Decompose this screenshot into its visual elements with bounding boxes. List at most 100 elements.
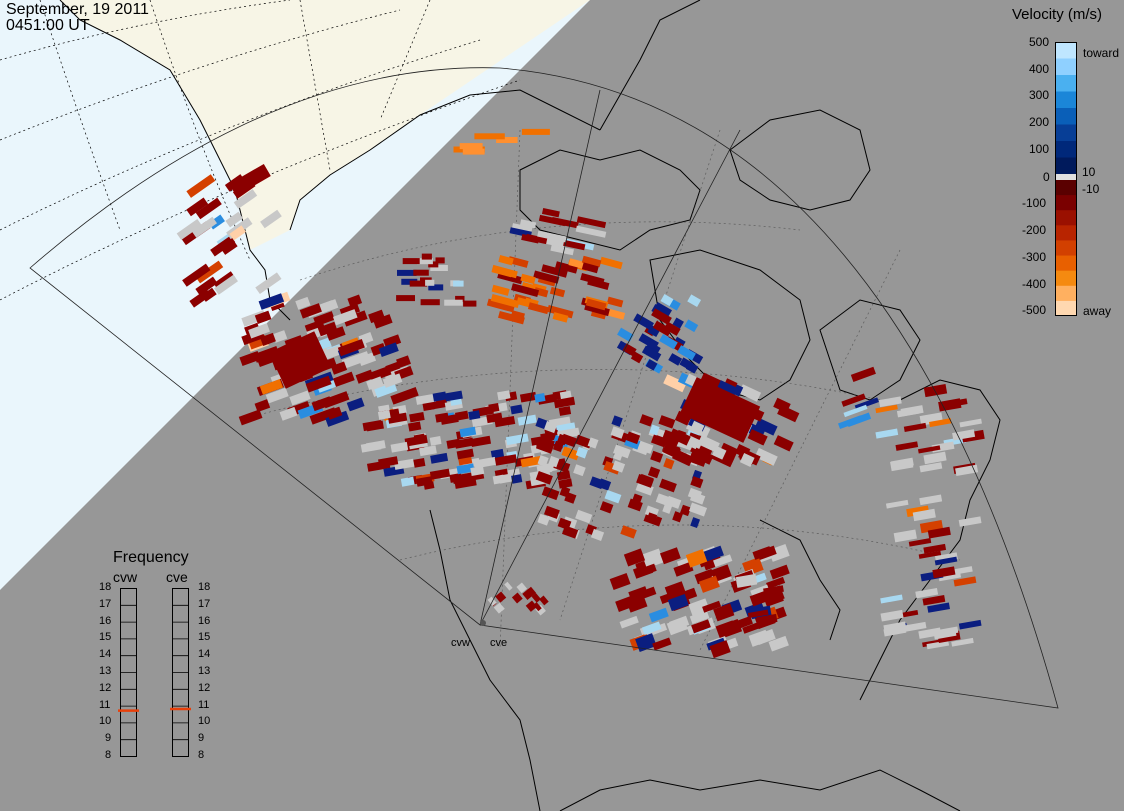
- velocity-tick: -200: [1022, 223, 1047, 237]
- velocity-cell: [429, 436, 442, 446]
- velocity-cell: [575, 446, 588, 459]
- velocity-cell: [397, 269, 417, 276]
- velocity-cell: [409, 280, 428, 287]
- velocity-cell: [698, 575, 720, 593]
- velocity-cell: [311, 396, 333, 412]
- color-bar-segment: [1055, 300, 1077, 316]
- velocity-cell: [473, 456, 497, 469]
- velocity-cell: [599, 501, 614, 514]
- velocity-cell: [691, 619, 711, 634]
- velocity-cell: [606, 296, 624, 308]
- velocity-cell: [233, 189, 258, 209]
- color-bar-segment: [1055, 108, 1077, 125]
- radar-sites: [480, 620, 486, 626]
- velocity-cell: [182, 263, 211, 287]
- frequency-tick-right: 17: [198, 597, 211, 610]
- velocity-cell: [610, 426, 625, 439]
- velocity-cell: [463, 300, 477, 307]
- velocity-cell: [537, 455, 549, 467]
- velocity-legend-title: Velocity (m/s): [1012, 6, 1103, 23]
- velocity-cell: [255, 272, 282, 295]
- velocity-cell: [702, 600, 722, 613]
- velocity-cell: [491, 284, 510, 296]
- velocity-cell: [490, 448, 505, 459]
- velocity-cell: [635, 633, 657, 652]
- velocity-cell: [254, 399, 271, 413]
- velocity-cell: [679, 357, 694, 371]
- velocity-cell: [846, 412, 872, 428]
- frequency-tick-right: 11: [198, 698, 210, 711]
- velocity-cell: [527, 586, 537, 597]
- frequency-column-cvw-label: cvw: [113, 569, 138, 585]
- velocity-cell: [374, 382, 398, 398]
- velocity-cell: [713, 554, 733, 568]
- color-bar-segment: [1055, 195, 1077, 211]
- velocity-cell: [754, 447, 778, 466]
- velocity-cell: [773, 435, 794, 452]
- velocity-cell: [430, 452, 449, 464]
- velocity-cell: [926, 640, 950, 650]
- color-bar-segment: [1055, 210, 1077, 226]
- velocity-cell: [459, 143, 483, 150]
- coastline-segment: [559, 769, 961, 811]
- velocity-cell: [748, 629, 770, 647]
- velocity-cell: [428, 284, 444, 291]
- velocity-cell: [519, 219, 537, 229]
- frequency-tick-right: 18: [198, 581, 211, 593]
- velocity-cell: [647, 324, 661, 337]
- velocity-cell: [922, 595, 946, 606]
- velocity-cell: [919, 494, 943, 506]
- coastline-segment: [429, 509, 541, 811]
- color-bar-segment: [1055, 174, 1077, 180]
- velocity-tick: 200: [1029, 115, 1050, 129]
- velocity-cell: [638, 473, 654, 487]
- velocity-cell: [561, 446, 580, 461]
- velocity-cell: [953, 576, 977, 587]
- grid-line: [499, 129, 521, 651]
- velocity-cell: [715, 620, 737, 639]
- velocity-cell: [919, 462, 943, 473]
- velocity-cell: [258, 293, 285, 310]
- velocity-cell: [850, 366, 876, 382]
- coastline-segment: [599, 0, 701, 131]
- velocity-cell: [494, 454, 518, 466]
- velocity-cell: [619, 615, 639, 629]
- velocity-cell: [613, 444, 631, 459]
- velocity-cell: [369, 365, 392, 382]
- velocity-cell: [360, 441, 382, 453]
- velocity-cell: [679, 377, 761, 443]
- beam-boundary: [479, 89, 601, 626]
- velocity-cell: [623, 548, 646, 567]
- frequency-tick-left: 14: [99, 648, 112, 661]
- velocity-cell: [474, 133, 505, 140]
- velocity-cell: [549, 286, 566, 298]
- velocity-cell: [581, 262, 599, 274]
- velocity-cell: [768, 635, 789, 652]
- velocity-cell: [630, 351, 644, 364]
- velocity-cell: [665, 495, 682, 509]
- velocity-cell: [214, 274, 238, 295]
- velocity-cell: [220, 239, 238, 255]
- velocity-cell: [703, 545, 724, 562]
- frequency-legend-title: Frequency: [113, 549, 189, 566]
- frequency-tick-left: 8: [105, 749, 112, 761]
- color-bar-segment: [1055, 42, 1077, 59]
- velocity-cell: [195, 197, 222, 220]
- velocity-cell: [690, 476, 704, 489]
- velocity-tick: 0: [1043, 170, 1050, 184]
- velocity-cell: [498, 310, 525, 325]
- velocity-cell: [248, 323, 270, 339]
- velocity-cell: [496, 137, 518, 143]
- velocity-cell: [511, 592, 523, 604]
- velocity-cell: [552, 312, 569, 323]
- velocity-cell: [890, 457, 914, 470]
- velocity-cell: [393, 458, 415, 470]
- velocity-cell: [713, 603, 735, 622]
- velocity-cell: [265, 387, 289, 404]
- velocity-cell: [326, 406, 343, 420]
- velocity-cell: [599, 256, 623, 270]
- velocity-cell: [272, 330, 288, 343]
- frequency-tick-right: 14: [198, 648, 211, 661]
- velocity-cell: [541, 264, 568, 278]
